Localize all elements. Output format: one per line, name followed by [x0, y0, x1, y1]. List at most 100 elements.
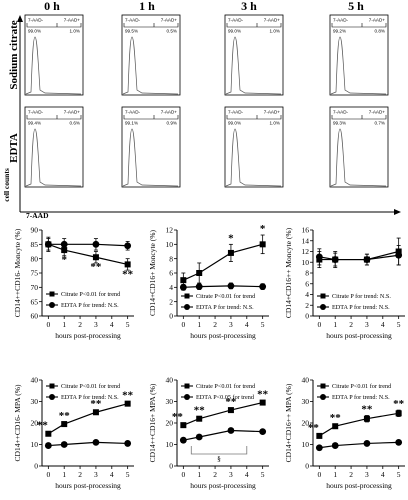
series-edta	[44, 238, 132, 251]
y-tick-label: 60	[31, 312, 39, 321]
data-point-circle	[195, 283, 203, 291]
flow-panel-1-0: 7-AAD- 99.4% 7-AAD+ 0.6%	[24, 106, 84, 188]
flow-panel-frame	[224, 106, 284, 188]
gate-neg-label: 7-AAD-	[228, 110, 244, 115]
gate-pos-label: 7-AAD+	[161, 18, 178, 23]
gate-neg-label: 7-AAD-	[28, 110, 44, 115]
y-axis-label: CD14+CD16++ Moncyte (%)	[284, 227, 293, 318]
y-tick-label: 8	[305, 269, 309, 278]
data-point-square	[124, 261, 131, 268]
series-line	[48, 441, 128, 447]
series-citrate: ** ** ** **	[308, 398, 405, 439]
series-line	[48, 243, 128, 265]
x-tick-label: 3	[229, 320, 233, 329]
y-tick-label: 0	[305, 312, 309, 321]
series-line	[48, 403, 128, 435]
data-point-square	[395, 410, 402, 417]
legend-marker-circle	[184, 394, 190, 400]
gate-neg-value: 99.0%	[228, 29, 241, 34]
flow-cytometry-panels: 0 h 1 h 3 h 5 h Sodium citrate EDTA cell…	[2, 0, 401, 220]
data-point-square	[180, 422, 187, 429]
y-tick-label: 0	[169, 312, 173, 321]
flow-panel-frame	[329, 106, 389, 188]
significance-label: **	[393, 398, 405, 410]
y-tick-label: 12	[166, 226, 174, 235]
significance-bracket: §	[190, 446, 248, 463]
y-axis-label: CD14+CD16+ Moncyte (%)	[148, 230, 157, 316]
gate-neg-value: 99.0%	[28, 29, 41, 34]
gate-neg-label: 7-AAD-	[125, 18, 141, 23]
significance-label: *	[228, 232, 234, 244]
y-tick-label: 10	[166, 440, 174, 449]
data-point-circle	[92, 240, 100, 248]
data-point-square	[196, 415, 203, 422]
chart-5: 0 10 20 30 40 0 1 2 3 4 5 hours post-processing CD14…	[284, 376, 405, 490]
gate-bracket	[123, 23, 179, 28]
y-tick-label: 0	[169, 462, 173, 471]
x-tick-label: 4	[245, 470, 249, 479]
legend-item-edta: EDTA P for trend: N.S.	[181, 304, 254, 311]
y-axis-label: CD14++CD16+ MPA (%)	[148, 383, 157, 462]
y-tick-label: 90	[31, 226, 39, 235]
flow-panel-frame	[24, 106, 84, 188]
y-tick-label: 4	[305, 290, 309, 299]
legend-item-edta: EDTA P<0.05 for trend	[181, 394, 255, 401]
data-point-square	[259, 399, 266, 406]
gate-neg-label: 7-AAD-	[28, 18, 44, 23]
data-point-square	[196, 270, 203, 276]
significance-label: *	[260, 223, 266, 235]
flow-y-arrow-head	[17, 15, 23, 22]
legend-marker-square	[49, 383, 55, 389]
data-point-circle	[179, 283, 187, 291]
x-tick-label: 5	[397, 320, 401, 329]
data-point-circle	[124, 440, 132, 447]
series-edta	[179, 282, 267, 291]
legend-item-citrate: Citrate P<0.01 for trend	[317, 383, 392, 390]
gate-pos-value: 0.6%	[70, 121, 80, 126]
x-tick-label: 0	[181, 470, 185, 479]
row-label-citrate: Sodium citrate	[8, 20, 20, 89]
histogram-curve	[330, 128, 387, 187]
data-point-circle	[179, 436, 187, 444]
significance-label: **	[122, 268, 134, 280]
gate-pos-value: 0.5%	[167, 29, 177, 34]
data-point-circle	[331, 256, 339, 263]
flow-axis-arrows	[17, 15, 401, 215]
x-tick-label: 3	[229, 470, 233, 479]
x-tick-label: 5	[126, 320, 130, 329]
gate-bracket	[26, 23, 82, 28]
data-point-square	[92, 409, 99, 416]
legend-item-citrate: Citrate P<0.01 for trend	[46, 291, 121, 298]
flow-panel-frame	[24, 14, 84, 96]
data-point-circle	[124, 242, 132, 250]
row-label-edta: EDTA	[8, 133, 20, 163]
x-tick-label: 0	[181, 320, 185, 329]
series-line	[319, 254, 399, 261]
timepoint-header-3: 5 h	[348, 0, 364, 13]
data-point-square	[227, 407, 234, 414]
legend-marker-circle	[320, 304, 326, 310]
gate-neg-label: 7-AAD-	[125, 110, 141, 115]
gate-pos-label: 7-AAD+	[264, 18, 281, 23]
legend-marker-square	[49, 291, 55, 297]
y-tick-label: 20	[302, 419, 310, 428]
x-tick-label: 3	[365, 470, 369, 479]
chart-3: 0 10 20 30 40 0 1 2 3 4 5 hours post-processing CD14…	[13, 376, 134, 490]
significance-label: **	[90, 398, 102, 410]
flow-panel-frame	[121, 14, 181, 96]
gate-neg-value: 99.2%	[333, 29, 346, 34]
x-tick-label: 1	[197, 320, 201, 329]
legend-label: Citrate P<0.01 for trend	[61, 383, 121, 390]
legend-marker-square	[320, 383, 326, 389]
x-tick-label: 2	[213, 470, 217, 479]
x-tick-label: 2	[349, 470, 353, 479]
x-tick-label: 2	[349, 320, 353, 329]
gate-bracket	[226, 23, 282, 28]
x-tick-label: 1	[62, 320, 66, 329]
series-citrate: **	[180, 223, 266, 288]
x-axis-label: hours post-processing	[190, 481, 256, 490]
gate-pos-value: 1.0%	[70, 29, 80, 34]
significance-label: **	[59, 410, 71, 422]
series-line	[183, 243, 263, 281]
data-point-circle	[363, 440, 371, 447]
